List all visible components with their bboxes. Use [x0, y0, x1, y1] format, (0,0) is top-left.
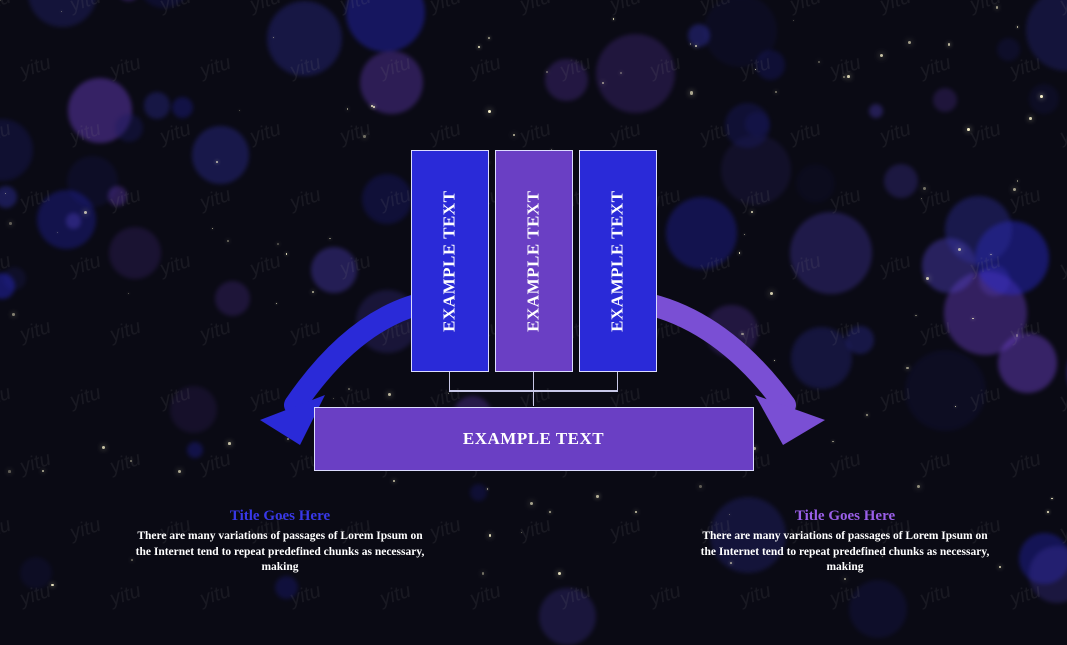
top-box-2: EXAMPLE TEXT	[495, 150, 573, 372]
connector-horizontal	[449, 390, 618, 392]
top-box-1: EXAMPLE TEXT	[411, 150, 489, 372]
caption-right-title: Title Goes Here	[700, 508, 990, 525]
bottom-box: EXAMPLE TEXT	[314, 407, 754, 471]
connector-box3-down	[617, 372, 619, 390]
bottom-box-label: EXAMPLE TEXT	[463, 429, 604, 449]
top-box-1-label: EXAMPLE TEXT	[439, 190, 459, 331]
top-box-3-label: EXAMPLE TEXT	[607, 190, 627, 331]
connector-box1-down	[449, 372, 451, 390]
diagram-container: EXAMPLE TEXT EXAMPLE TEXT EXAMPLE TEXT E…	[324, 150, 744, 372]
top-box-2-label: EXAMPLE TEXT	[523, 190, 543, 331]
top-boxes-row: EXAMPLE TEXT EXAMPLE TEXT EXAMPLE TEXT	[324, 150, 744, 372]
caption-right-body: There are many variations of passages of…	[700, 529, 990, 576]
caption-left-title: Title Goes Here	[135, 508, 425, 525]
connector-box2-down	[533, 372, 535, 406]
caption-right: Title Goes Here There are many variation…	[700, 508, 990, 576]
caption-left-body: There are many variations of passages of…	[135, 529, 425, 576]
top-box-3: EXAMPLE TEXT	[579, 150, 657, 372]
caption-left: Title Goes Here There are many variation…	[135, 508, 425, 576]
